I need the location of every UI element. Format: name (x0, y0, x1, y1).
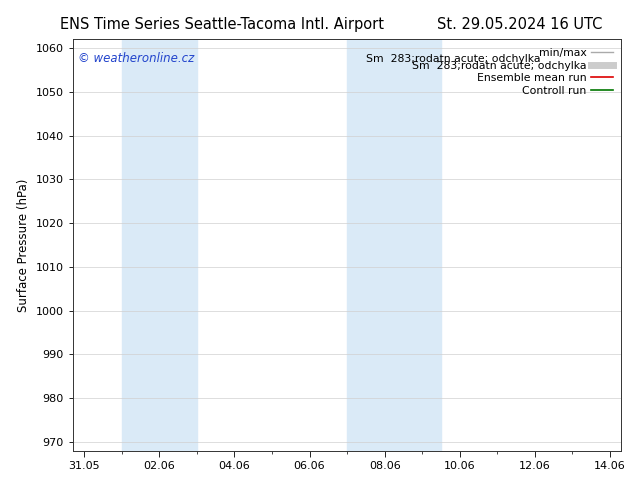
Bar (122, 39, 197, 451)
Text: St. 29.05.2024 16 UTC: St. 29.05.2024 16 UTC (437, 17, 602, 32)
Text: Sm  283;rodatn acute; odchylka: Sm 283;rodatn acute; odchylka (366, 53, 541, 64)
Text: © weatheronline.cz: © weatheronline.cz (79, 51, 195, 65)
Y-axis label: Surface Pressure (hPa): Surface Pressure (hPa) (17, 178, 30, 312)
Bar (347, 39, 441, 451)
Legend: min/max, Sm  283;rodatn acute; odchylka, Ensemble mean run, Controll run: min/max, Sm 283;rodatn acute; odchylka, … (409, 45, 616, 99)
Text: ENS Time Series Seattle-Tacoma Intl. Airport: ENS Time Series Seattle-Tacoma Intl. Air… (60, 17, 384, 32)
